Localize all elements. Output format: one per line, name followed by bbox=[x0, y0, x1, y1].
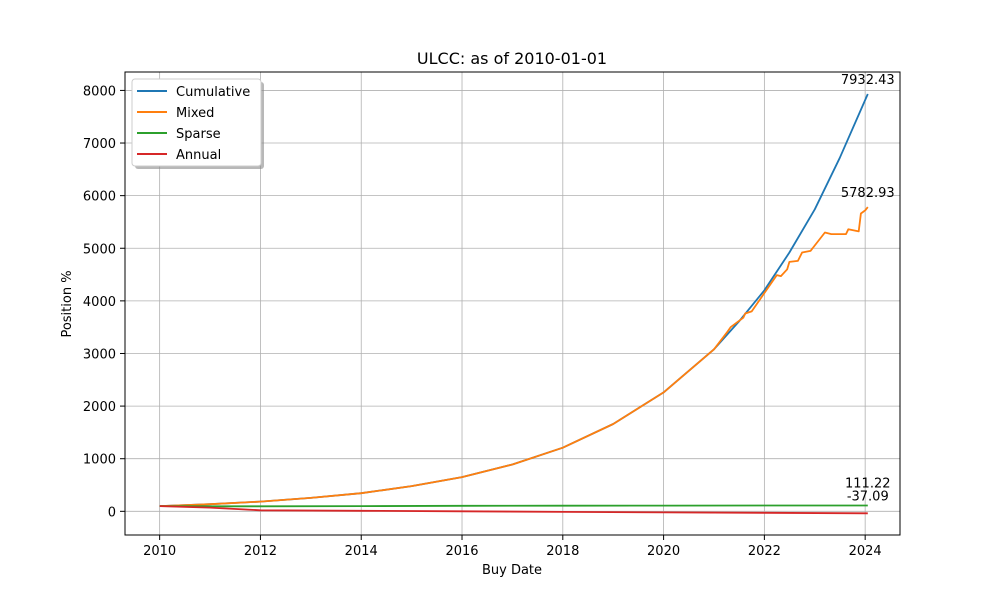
series-line-annual bbox=[159, 505, 868, 515]
series-line-sparse bbox=[159, 504, 868, 508]
legend-label-mixed: Mixed bbox=[176, 106, 214, 121]
series-line-mixed bbox=[159, 206, 869, 507]
legend: Cumulative Mixed Sparse Annual bbox=[131, 78, 264, 169]
y-tick-label: 3000 bbox=[83, 347, 116, 362]
y-axis-ticks: 0 1000 2000 3000 4000 5000 6000 7000 8000 bbox=[83, 84, 125, 520]
y-axis-label: Position % bbox=[60, 270, 75, 337]
end-labels: 7932.43 5782.93 111.22-37.09 bbox=[841, 73, 895, 504]
y-tick-label: 6000 bbox=[83, 190, 116, 205]
y-tick-label: 0 bbox=[108, 505, 116, 520]
end-label-mixed: 5782.93 bbox=[841, 186, 895, 201]
x-tick-label: 2016 bbox=[445, 544, 478, 559]
legend-label-sparse: Sparse bbox=[176, 127, 221, 142]
x-tick-label: 2018 bbox=[546, 544, 579, 559]
x-axis-label: Buy Date bbox=[482, 563, 542, 578]
x-tick-label: 2010 bbox=[143, 544, 176, 559]
x-tick-label: 2012 bbox=[244, 544, 277, 559]
y-tick-label: 5000 bbox=[83, 242, 116, 257]
y-tick-label: 7000 bbox=[83, 137, 116, 152]
end-label-cumulative: 7932.43 bbox=[841, 73, 895, 88]
chart-title: ULCC: as of 2010-01-01 bbox=[417, 49, 607, 68]
legend-box bbox=[131, 78, 262, 167]
plot-frame bbox=[124, 71, 901, 536]
series-lines bbox=[159, 93, 869, 515]
x-tick-label: 2020 bbox=[647, 544, 680, 559]
y-tick-label: 4000 bbox=[83, 295, 116, 310]
legend-label-cumulative: Cumulative bbox=[176, 85, 250, 100]
x-axis-ticks: 2010 2012 2014 2016 2018 2020 2022 2024 bbox=[143, 535, 882, 559]
y-tick-label: 1000 bbox=[83, 453, 116, 468]
end-label-sparse: 111.22 bbox=[845, 476, 891, 491]
grid bbox=[125, 72, 900, 535]
legend-label-annual: Annual bbox=[176, 148, 221, 163]
x-tick-label: 2014 bbox=[345, 544, 378, 559]
y-tick-label: 8000 bbox=[83, 84, 116, 99]
y-tick-label: 2000 bbox=[83, 400, 116, 415]
end-label-annual: -37.09 bbox=[847, 489, 889, 504]
x-tick-label: 2024 bbox=[849, 544, 882, 559]
x-tick-label: 2022 bbox=[748, 544, 781, 559]
